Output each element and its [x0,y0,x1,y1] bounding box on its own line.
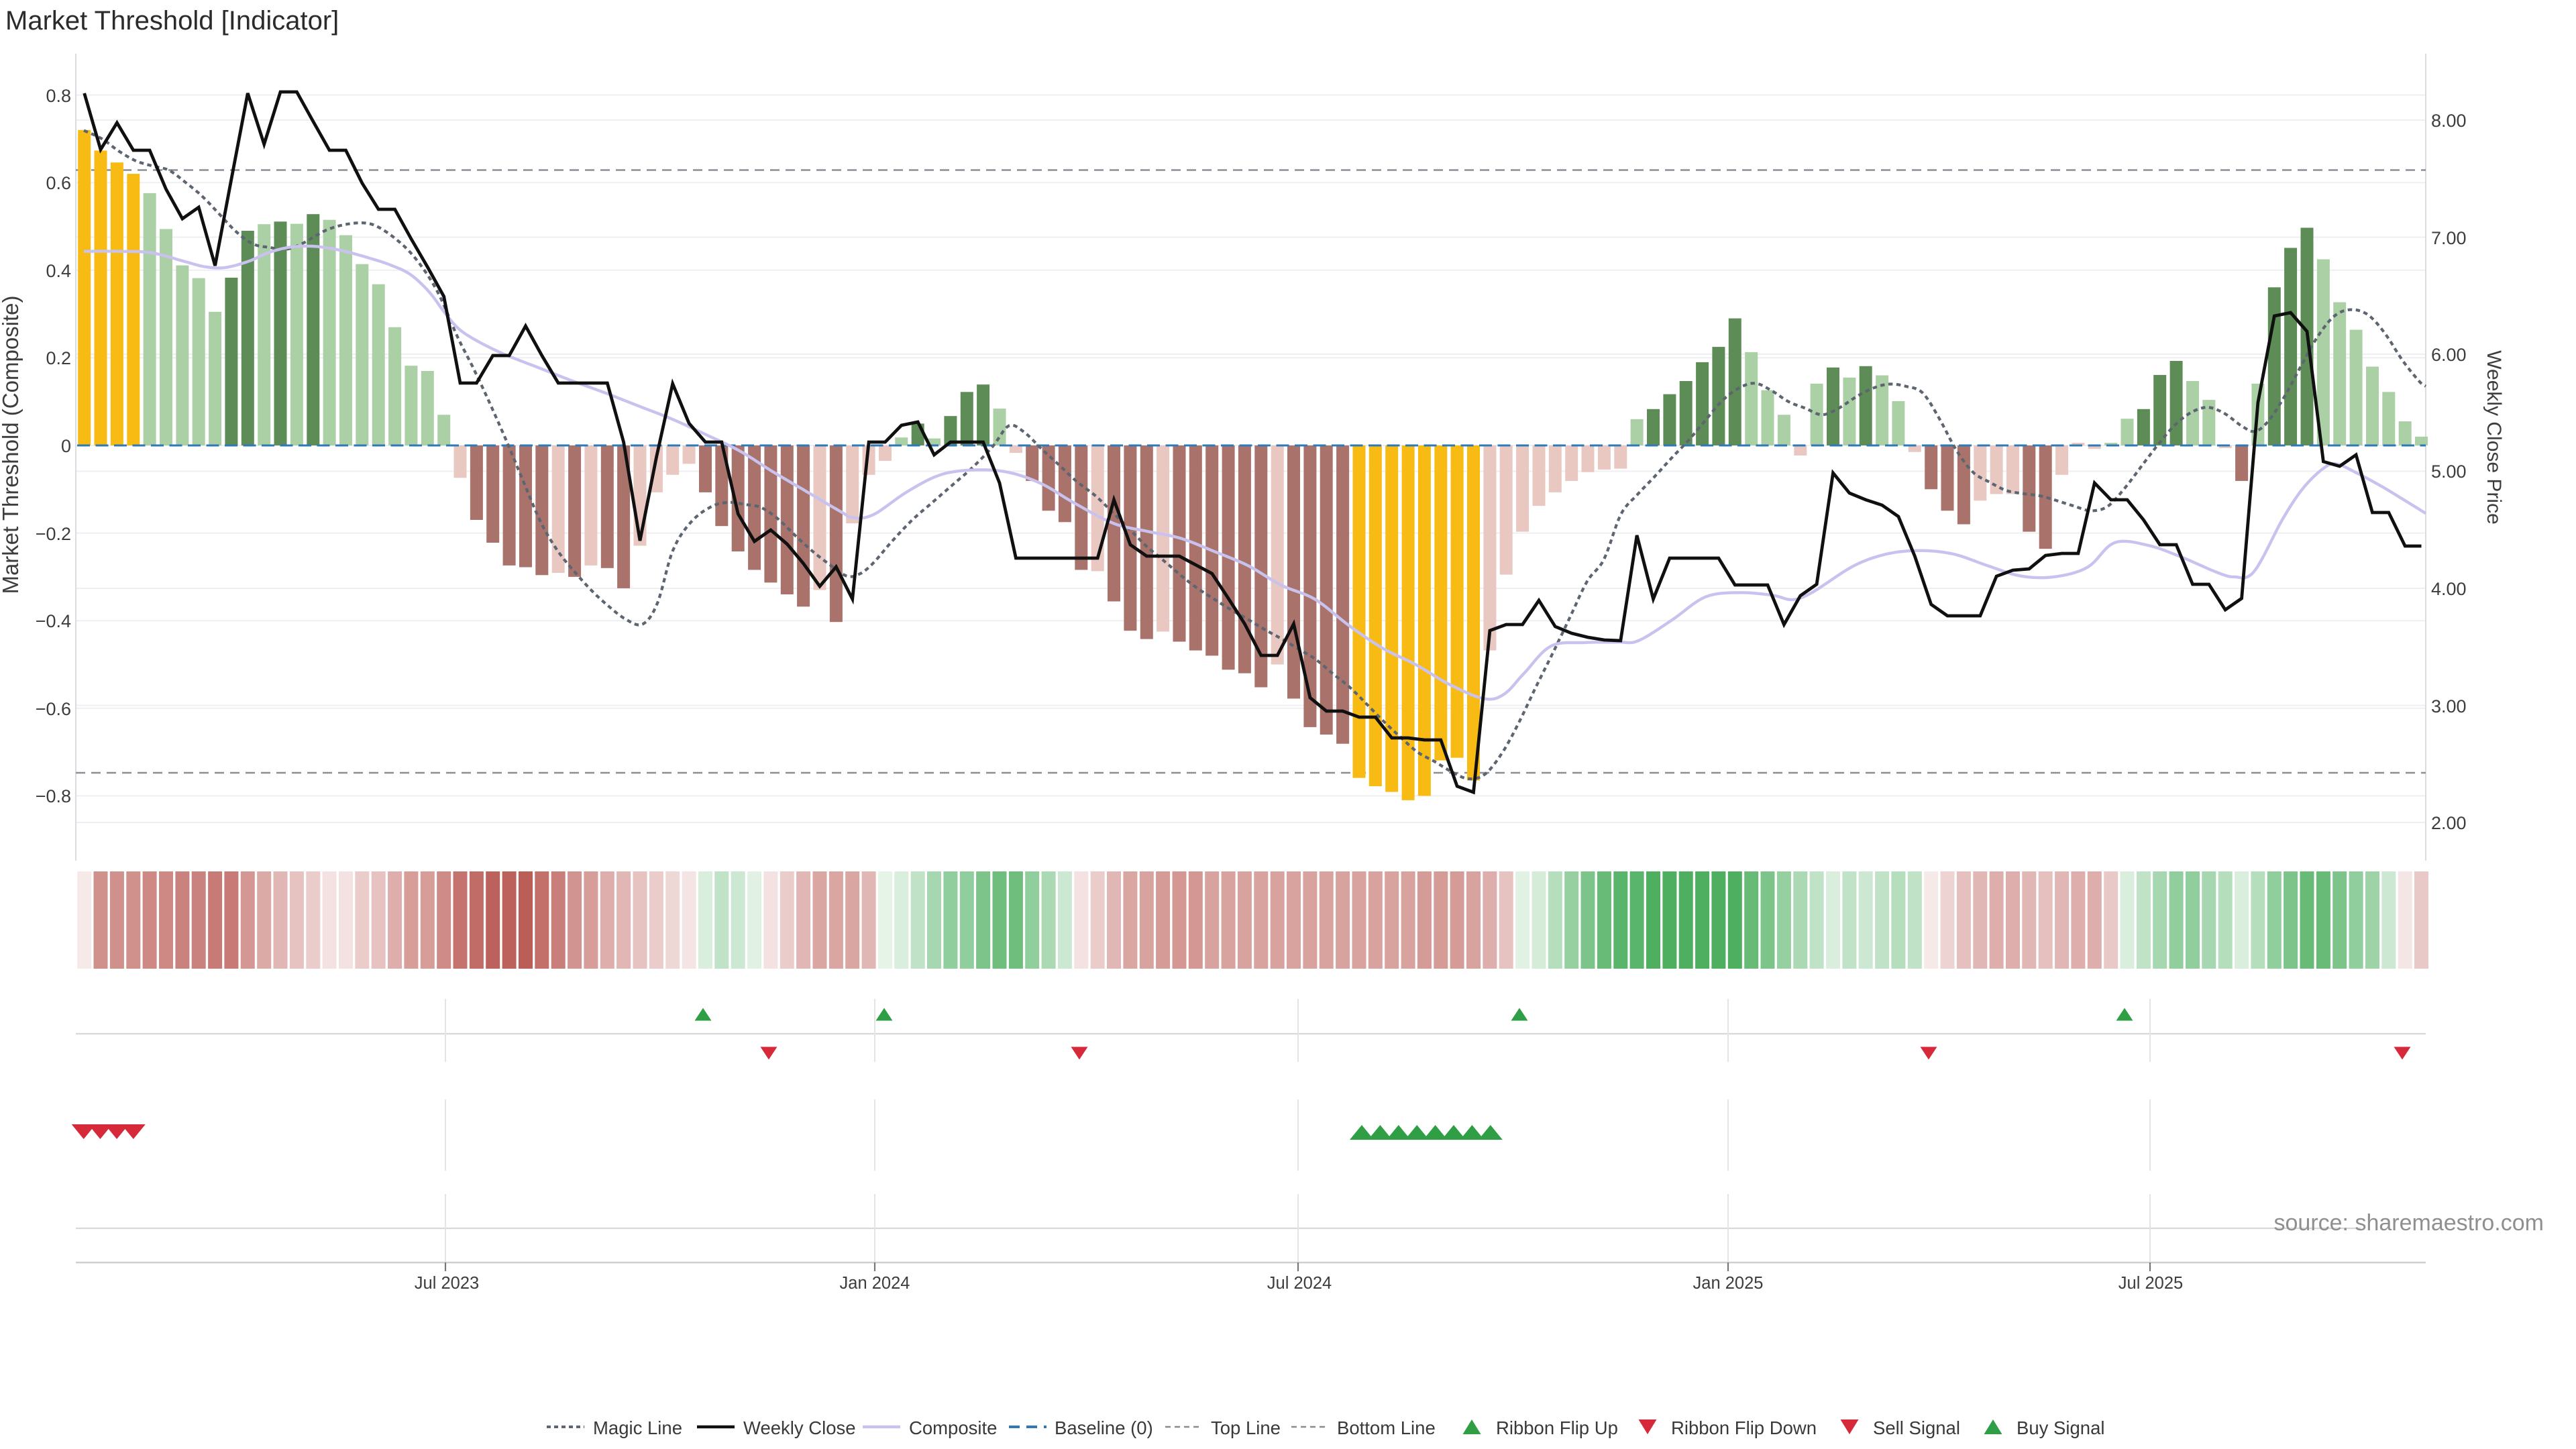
svg-text:0.6: 0.6 [46,173,71,193]
svg-text:Jul 2024: Jul 2024 [1267,1274,1332,1293]
svg-text:0.2: 0.2 [46,348,71,368]
svg-text:Jan 2025: Jan 2025 [1693,1274,1764,1293]
svg-text:0.8: 0.8 [46,86,71,106]
svg-text:0: 0 [61,436,71,456]
svg-text:Buy Signal: Buy Signal [2017,1417,2104,1438]
svg-text:Top Line: Top Line [1211,1417,1281,1438]
svg-text:Weekly Close Price: Weekly Close Price [2483,350,2505,525]
svg-text:Weekly Close: Weekly Close [743,1417,856,1438]
svg-text:Jan 2024: Jan 2024 [840,1274,910,1293]
svg-text:Bottom Line: Bottom Line [1337,1417,1436,1438]
svg-text:Baseline (0): Baseline (0) [1055,1417,1153,1438]
svg-text:−0.8: −0.8 [36,786,71,806]
svg-text:3.00: 3.00 [2431,696,2467,716]
svg-text:0.4: 0.4 [46,261,71,281]
svg-text:−0.6: −0.6 [36,699,71,719]
svg-text:Ribbon Flip Down: Ribbon Flip Down [1671,1417,1817,1438]
svg-text:Sell Signal: Sell Signal [1873,1417,1960,1438]
svg-text:−0.2: −0.2 [36,524,71,544]
svg-text:4.00: 4.00 [2431,579,2467,599]
svg-text:Ribbon Flip Up: Ribbon Flip Up [1496,1417,1618,1438]
svg-text:source: sharemaestro.com: source: sharemaestro.com [2274,1210,2544,1236]
svg-text:2.00: 2.00 [2431,813,2467,833]
svg-text:7.00: 7.00 [2431,228,2467,248]
svg-text:−0.4: −0.4 [36,611,71,631]
svg-text:8.00: 8.00 [2431,111,2467,131]
svg-text:Market Threshold [Indicator]: Market Threshold [Indicator] [5,6,339,36]
svg-text:Composite: Composite [909,1417,997,1438]
svg-text:5.00: 5.00 [2431,462,2467,482]
svg-text:Jul 2025: Jul 2025 [2118,1274,2183,1293]
svg-text:Jul 2023: Jul 2023 [415,1274,479,1293]
svg-text:6.00: 6.00 [2431,345,2467,365]
svg-text:Magic Line: Magic Line [593,1417,682,1438]
svg-text:Market Threshold (Composite): Market Threshold (Composite) [0,295,23,594]
